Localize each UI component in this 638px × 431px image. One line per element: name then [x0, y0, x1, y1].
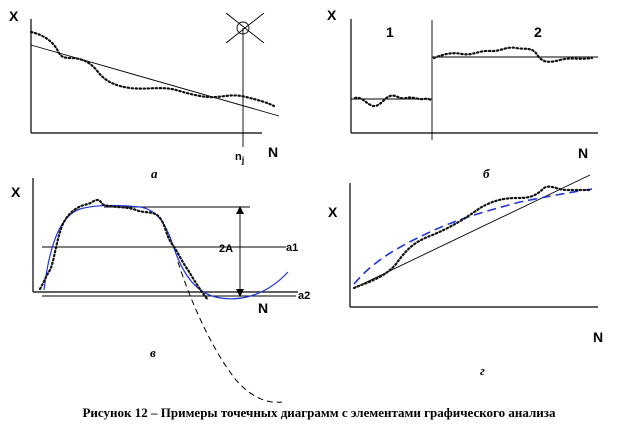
- panel-a-trend-line: [30, 44, 280, 117]
- panel-d-y-label: X: [328, 204, 338, 220]
- panel-c-dotted-series: [38, 198, 210, 302]
- panel-c: X N 2A a1 a2 в: [11, 178, 310, 403]
- figure-caption: Рисунок 12 – Примеры точечных диаграмм с…: [82, 405, 556, 420]
- panel-b-region-1-label: 1: [386, 24, 394, 40]
- panel-c-y-label: X: [11, 184, 21, 200]
- panel-c-amplitude-label: 2A: [219, 243, 233, 255]
- panel-d-dotted-series: [352, 185, 592, 290]
- panel-b-y-label: X: [327, 7, 337, 23]
- panel-a: X N nj а: [9, 8, 280, 181]
- panel-a-marker-label: nj: [235, 151, 244, 165]
- panel-d-x-label: N: [593, 329, 603, 345]
- panel-c-caption: в: [150, 345, 156, 360]
- panel-a-cross-line-2: [225, 12, 265, 44]
- panel-c-line-a1-label: a1: [286, 242, 298, 254]
- panel-d: X N г: [328, 174, 603, 378]
- panel-a-dotted-series: [29, 30, 276, 108]
- panel-c-line-a2-label: a2: [298, 290, 310, 302]
- panel-b-dotted-series-1: [353, 94, 434, 108]
- panel-a-x-label: N: [268, 144, 278, 160]
- panel-c-dashed-extrapolation: [177, 261, 283, 403]
- panel-b-x-label: N: [578, 145, 588, 161]
- panel-d-linear-fit: [353, 174, 591, 289]
- panel-b: X N 1 2 б: [327, 7, 598, 181]
- panel-b-dotted-series-2: [432, 46, 594, 63]
- panel-b-region-2-label: 2: [534, 24, 542, 40]
- panel-a-y-label: X: [9, 8, 19, 24]
- panel-d-caption: г: [480, 363, 485, 378]
- panel-c-arrowhead-up: [236, 206, 244, 214]
- panel-a-outlier-circle: [236, 21, 250, 35]
- panel-b-caption: б: [483, 166, 490, 181]
- panel-c-arrowhead-down: [236, 289, 244, 297]
- panel-c-x-label: N: [258, 300, 268, 316]
- panel-d-curve-fit: [353, 188, 593, 285]
- panel-c-sine-fit: [43, 204, 289, 300]
- panel-a-caption: а: [151, 166, 158, 181]
